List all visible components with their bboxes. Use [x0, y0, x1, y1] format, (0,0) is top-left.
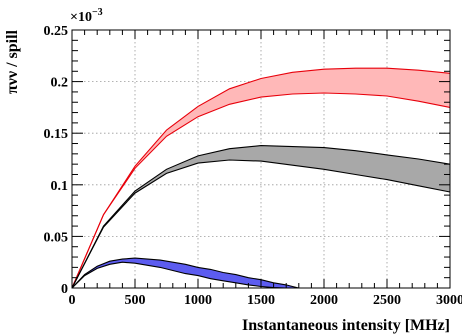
tick-layer [71, 29, 451, 289]
y-tick-label: 0.15 [44, 127, 69, 142]
series-1-lower-line [71, 159, 451, 289]
x-tick-label: 2500 [373, 293, 401, 308]
x-tick-label: 500 [125, 293, 146, 308]
y-tick-label: 0.05 [44, 230, 69, 245]
x-tick-label: 2000 [310, 293, 338, 308]
label-layer: 0 500 1000 1500 2000 2500 3000 0 0.05 0.1 0.15 0.2 0… [44, 24, 462, 308]
y-multiplier-label: ×10−3 [70, 7, 103, 25]
series-0-band [72, 68, 450, 288]
x-tick-label: 1000 [184, 293, 212, 308]
series-1-upper-line [71, 145, 451, 289]
y-multiplier-exponent: −3 [92, 7, 103, 18]
x-tick-label: 1500 [247, 293, 275, 308]
y-tick-label: 0.25 [44, 24, 69, 39]
series-2-upper-line [71, 257, 299, 289]
x-tick-label: 3000 [436, 293, 462, 308]
x-axis-label: Instantaneous intensity [MHz] [242, 317, 450, 334]
series-0-upper-line [71, 67, 451, 289]
y-tick-label: 0 [61, 282, 68, 297]
series-0-lower-line [71, 92, 451, 289]
y-axis-label: πνν / spill [4, 29, 21, 94]
y-tick-label: 0.2 [51, 76, 69, 91]
y-tick-label: 0.1 [51, 179, 69, 194]
series-2-lower-line [71, 261, 299, 289]
series-1-band [72, 145, 450, 288]
y-multiplier-base: ×10 [70, 10, 92, 25]
x-tick-label: 0 [69, 293, 76, 308]
band-layer [71, 67, 451, 289]
